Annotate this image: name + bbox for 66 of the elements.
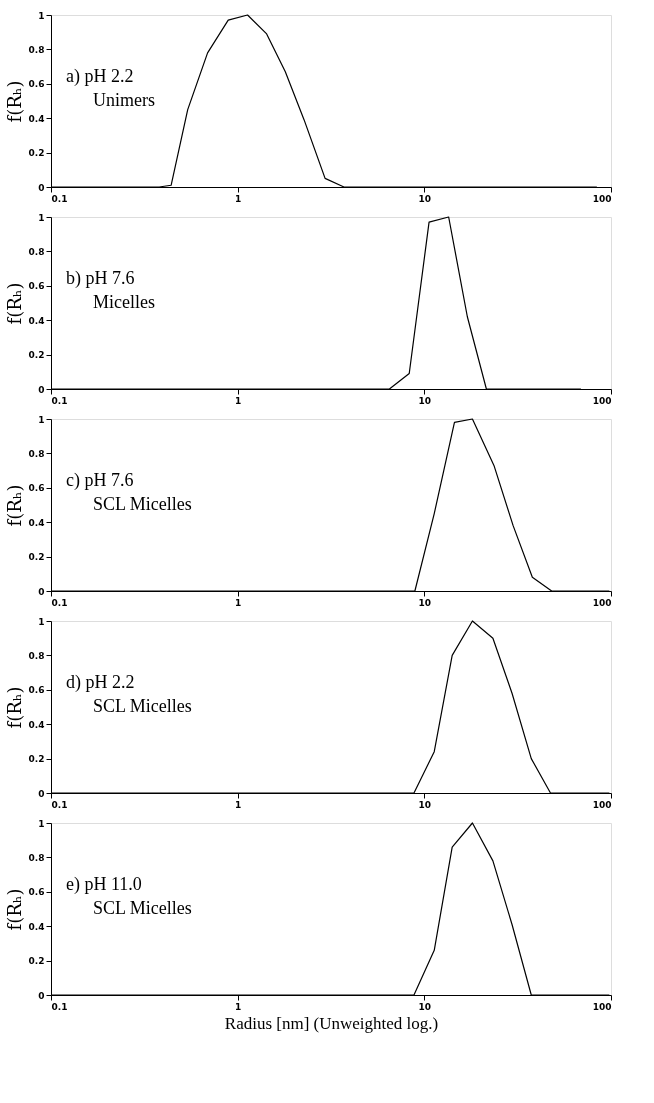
y-tick-label: 0.8	[28, 448, 45, 459]
x-tick-label: 1	[235, 193, 242, 204]
y-tick-label: 1	[38, 414, 45, 425]
y-tick-label: 1	[38, 212, 45, 223]
y-tick-label: 0.4	[28, 113, 45, 124]
y-tick-label: 0	[38, 384, 45, 395]
x-tick-label: 0.1	[51, 395, 68, 406]
y-tick-label: 0.6	[28, 281, 45, 292]
y-tick-label: 0	[38, 788, 45, 799]
x-tick-label: 0.1	[51, 193, 68, 204]
annotation: c) pH 7.6	[66, 469, 134, 491]
x-tick-label: 1	[235, 597, 242, 608]
y-tick-label: 0	[38, 586, 45, 597]
x-axis-title: Radius [nm] (Unweighted log.)	[224, 1013, 439, 1033]
x-tick-label: 1	[235, 1001, 242, 1012]
y-tick-label: 0.4	[28, 315, 45, 326]
x-tick-label: 10	[418, 1001, 432, 1012]
annotation: e) pH 11.0	[66, 873, 142, 895]
y-tick-label: 0.2	[28, 350, 45, 361]
annotation: Unimers	[93, 89, 155, 110]
x-tick-label: 100	[592, 1001, 612, 1012]
annotation: b) pH 7.6	[66, 267, 135, 289]
y-tick-label: 0.4	[28, 921, 45, 932]
y-axis-title: f(Rₕ)	[3, 80, 25, 123]
x-tick-label: 0.1	[51, 799, 68, 810]
y-tick-label: 0.2	[28, 956, 45, 967]
annotation: a) pH 2.2	[66, 65, 134, 87]
y-tick-label: 0.4	[28, 517, 45, 528]
x-tick-label: 10	[418, 799, 432, 810]
y-tick-label: 0.6	[28, 685, 45, 696]
y-tick-label: 0.6	[28, 79, 45, 90]
annotation: d) pH 2.2	[66, 671, 135, 693]
x-tick-label: 100	[592, 395, 612, 406]
annotation: SCL Micelles	[93, 695, 192, 716]
y-tick-label: 0.2	[28, 148, 45, 159]
x-tick-label: 1	[235, 395, 242, 406]
y-tick-label: 0.6	[28, 887, 45, 898]
x-tick-label: 10	[418, 395, 432, 406]
x-tick-label: 100	[592, 193, 612, 204]
y-axis-title: f(Rₕ)	[3, 282, 25, 325]
y-tick-label: 0.8	[28, 650, 45, 661]
y-tick-label: 1	[38, 616, 45, 627]
y-tick-label: 0.6	[28, 483, 45, 494]
y-axis-title: f(Rₕ)	[3, 484, 25, 527]
annotation: SCL Micelles	[93, 897, 192, 918]
annotation: SCL Micelles	[93, 493, 192, 514]
y-axis-title: f(Rₕ)	[3, 686, 25, 729]
y-tick-label: 0.8	[28, 246, 45, 257]
x-tick-label: 100	[592, 597, 612, 608]
x-tick-label: 0.1	[51, 597, 68, 608]
y-tick-label: 0.8	[28, 44, 45, 55]
x-tick-label: 0.1	[51, 1001, 68, 1012]
y-tick-label: 1	[38, 10, 45, 21]
y-tick-label: 0	[38, 182, 45, 193]
x-tick-label: 100	[592, 799, 612, 810]
y-tick-label: 0.4	[28, 719, 45, 730]
y-tick-label: 0.8	[28, 852, 45, 863]
x-tick-label: 10	[418, 597, 432, 608]
y-tick-label: 0	[38, 990, 45, 1001]
y-tick-label: 1	[38, 818, 45, 829]
annotation: Micelles	[93, 291, 155, 312]
y-tick-label: 0.2	[28, 552, 45, 563]
x-tick-label: 1	[235, 799, 242, 810]
y-axis-title: f(Rₕ)	[3, 888, 25, 931]
x-tick-label: 10	[418, 193, 432, 204]
y-tick-label: 0.2	[28, 754, 45, 765]
